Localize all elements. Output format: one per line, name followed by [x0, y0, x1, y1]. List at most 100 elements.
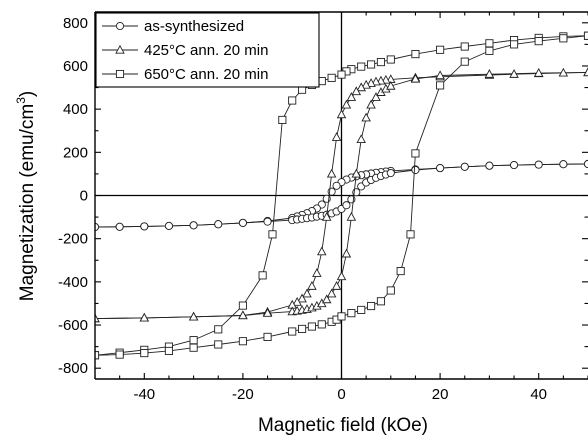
data-point [347, 309, 356, 318]
data-point [164, 346, 174, 355]
y-tick-label: -400 [58, 274, 88, 291]
data-point [436, 164, 445, 173]
y-axis-title-main: Magnetization (emu/cm [17, 104, 38, 301]
data-point [189, 221, 198, 230]
data-point [164, 221, 173, 230]
data-point [214, 340, 223, 349]
data-point [351, 168, 362, 178]
data-point [367, 301, 376, 311]
data-point [238, 301, 247, 310]
data-point [341, 99, 352, 109]
data-point [436, 81, 445, 90]
data-point [484, 69, 495, 78]
data-point [326, 288, 337, 298]
data-point [327, 73, 336, 82]
data-point [262, 308, 273, 317]
data-point [559, 160, 568, 169]
data-point [386, 168, 395, 178]
data-point [189, 336, 198, 345]
x-axis-title: Magnetic field (kOe) [258, 415, 428, 436]
data-point [583, 31, 588, 40]
y-tick-label: -600 [58, 317, 88, 334]
y-tick-label: 200 [63, 144, 88, 161]
data-point [376, 297, 385, 306]
data-point [435, 70, 445, 80]
legend-marker [115, 21, 125, 31]
data-point [331, 281, 342, 290]
series-line-ascending [95, 35, 588, 356]
data-point [534, 37, 543, 46]
data-point [292, 296, 302, 306]
data-point [406, 230, 415, 239]
y-axis-title-superscript: 3 [14, 97, 28, 104]
data-point [376, 58, 385, 67]
data-point [460, 42, 469, 51]
data-point [214, 325, 223, 334]
data-point [485, 39, 494, 48]
data-point [189, 343, 198, 352]
data-point [326, 168, 337, 178]
data-point [436, 45, 445, 54]
data-point [337, 70, 346, 79]
data-point [115, 222, 124, 231]
data-point [140, 222, 149, 231]
data-point [298, 324, 307, 333]
data-point [411, 50, 420, 59]
data-point [336, 271, 347, 281]
data-point [357, 62, 366, 71]
legend-item: as-synthesized [102, 18, 244, 35]
data-point [115, 350, 124, 359]
legend-item: 650°C ann. 20 min [102, 66, 268, 83]
series-square [95, 31, 588, 360]
data-point [361, 112, 371, 122]
data-point [366, 78, 376, 87]
data-point [410, 73, 421, 83]
data-point [95, 313, 100, 323]
y-axis-title-suffix: ) [17, 91, 38, 97]
data-point [583, 67, 588, 77]
data-point [356, 134, 366, 144]
series-triangle [95, 67, 588, 323]
y-tick-label: 800 [63, 15, 88, 32]
data-point [411, 165, 420, 175]
data-point [558, 67, 569, 77]
legend-label: 650°C ann. 20 min [144, 66, 268, 83]
data-point [321, 294, 332, 304]
x-tick-label: -40 [133, 386, 155, 403]
plot-area [95, 12, 588, 379]
data-point [460, 57, 469, 66]
data-point [371, 92, 381, 101]
data-point [366, 99, 376, 109]
data-point [386, 286, 395, 295]
data-point [367, 60, 376, 69]
data-point [396, 267, 405, 276]
data-point [307, 281, 317, 290]
data-point [312, 268, 322, 277]
data-point [278, 115, 287, 124]
data-point [336, 109, 347, 119]
y-tick-label: 400 [63, 101, 88, 118]
data-point [139, 312, 150, 322]
y-tick-label: -200 [58, 231, 88, 248]
data-point [356, 82, 366, 92]
data-point [583, 159, 588, 169]
data-point [559, 34, 568, 43]
data-point [321, 211, 332, 221]
data-point [317, 320, 326, 329]
data-point [510, 40, 519, 49]
y-tick-label: 0 [80, 188, 88, 205]
data-point [297, 293, 307, 303]
data-point [188, 311, 199, 321]
data-point [332, 181, 341, 190]
legend-item: 425°C ann. 20 min [102, 42, 268, 59]
data-point [485, 161, 494, 170]
legend: as-synthesized 425°C ann. 20 min 650°C ann… [95, 12, 320, 88]
data-point [258, 271, 267, 280]
x-tick-label: 0 [337, 386, 345, 403]
data-point [411, 149, 420, 158]
data-point [238, 310, 248, 320]
legend-marker [115, 69, 125, 79]
data-point [346, 92, 357, 101]
data-point [317, 246, 327, 256]
